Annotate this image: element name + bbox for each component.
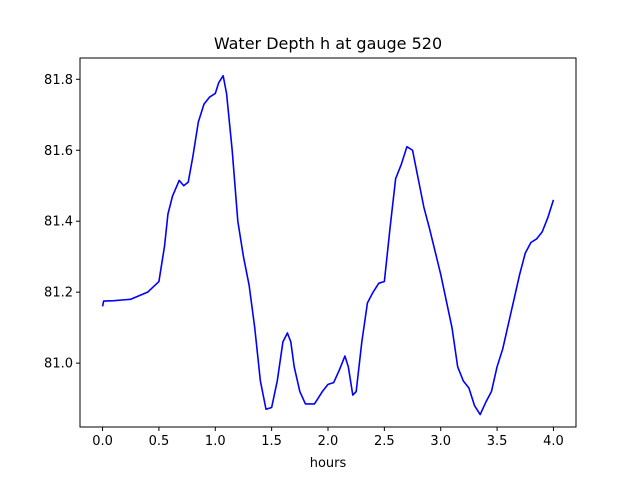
chart-title: Water Depth h at gauge 520 xyxy=(214,34,442,53)
x-tick-label: 2.0 xyxy=(318,434,339,449)
x-tick-label: 0.0 xyxy=(92,434,113,449)
x-tick-label: 2.5 xyxy=(374,434,395,449)
x-tick-label: 1.0 xyxy=(205,434,226,449)
y-tick-label: 81.8 xyxy=(44,73,73,88)
series-line-0 xyxy=(101,74,555,416)
x-tick-label: 3.5 xyxy=(487,434,508,449)
x-axis-label: hours xyxy=(310,456,347,471)
y-tick-label: 81.6 xyxy=(44,144,73,159)
y-tick-label: 81.2 xyxy=(44,286,73,301)
x-tick-label: 3.0 xyxy=(430,434,451,449)
x-tick-label: 0.5 xyxy=(149,434,170,449)
x-tick-label: 4.0 xyxy=(543,434,564,449)
x-tick-label: 1.5 xyxy=(261,434,282,449)
y-tick-label: 81.0 xyxy=(44,357,73,372)
y-tick-label: 81.4 xyxy=(44,215,73,230)
plot-area: 0.0 0.5 1.0 1.5 2.0 2.5 3.0 3.5 4.0 81.0 81.2 81.4 8… xyxy=(44,57,577,449)
